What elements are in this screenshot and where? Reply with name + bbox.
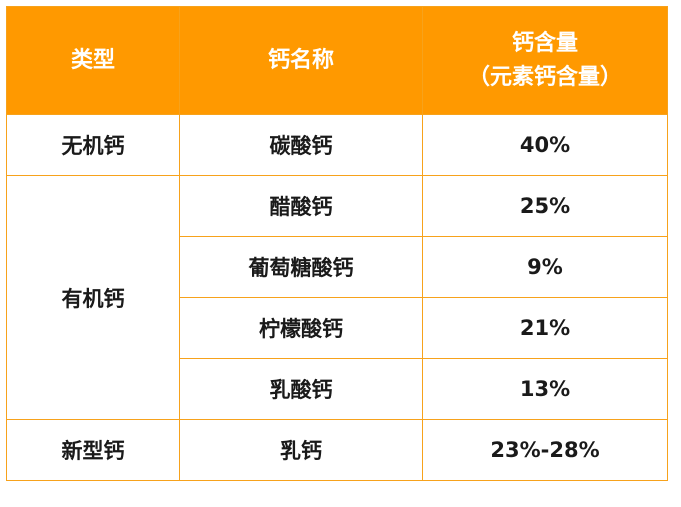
type-cell-new: 新型钙 <box>6 419 180 481</box>
content-cell: 25% <box>422 175 668 237</box>
name-cell: 醋酸钙 <box>179 175 423 237</box>
header-content-line2: （元素钙含量） <box>467 64 622 90</box>
name-cell: 乳钙 <box>179 419 423 481</box>
header-content-line1: 钙含量 <box>511 30 578 56</box>
content-cell: 40% <box>422 114 668 176</box>
table-row: 新型钙 乳钙 23%-28% <box>6 419 668 481</box>
type-cell-organic: 有机钙 <box>6 175 180 420</box>
header-row: 类型 钙名称 钙含量 （元素钙含量） <box>6 6 668 115</box>
content-cell: 21% <box>422 297 668 359</box>
header-calcium-content: 钙含量 （元素钙含量） <box>422 6 668 115</box>
table-row: 有机钙 醋酸钙 25% <box>6 175 668 420</box>
name-cell: 葡萄糖酸钙 <box>179 236 423 298</box>
name-cell: 碳酸钙 <box>179 114 423 176</box>
content-cell: 23%-28% <box>422 419 668 481</box>
header-calcium-name: 钙名称 <box>179 6 423 115</box>
table-row: 乳酸钙 13% <box>7 358 668 420</box>
calcium-table: 类型 钙名称 钙含量 （元素钙含量） 无机钙 碳酸钙 40% 有机钙 醋酸钙 2… <box>6 6 668 481</box>
table-row: 无机钙 碳酸钙 40% <box>6 114 668 176</box>
type-cell-inorganic: 无机钙 <box>6 114 180 176</box>
content-cell: 9% <box>422 236 668 298</box>
content-cell: 13% <box>422 358 668 420</box>
name-cell: 柠檬酸钙 <box>179 297 423 359</box>
header-type: 类型 <box>6 6 180 115</box>
table-row: 葡萄糖酸钙 9% <box>7 236 668 298</box>
name-cell: 乳酸钙 <box>179 358 423 420</box>
